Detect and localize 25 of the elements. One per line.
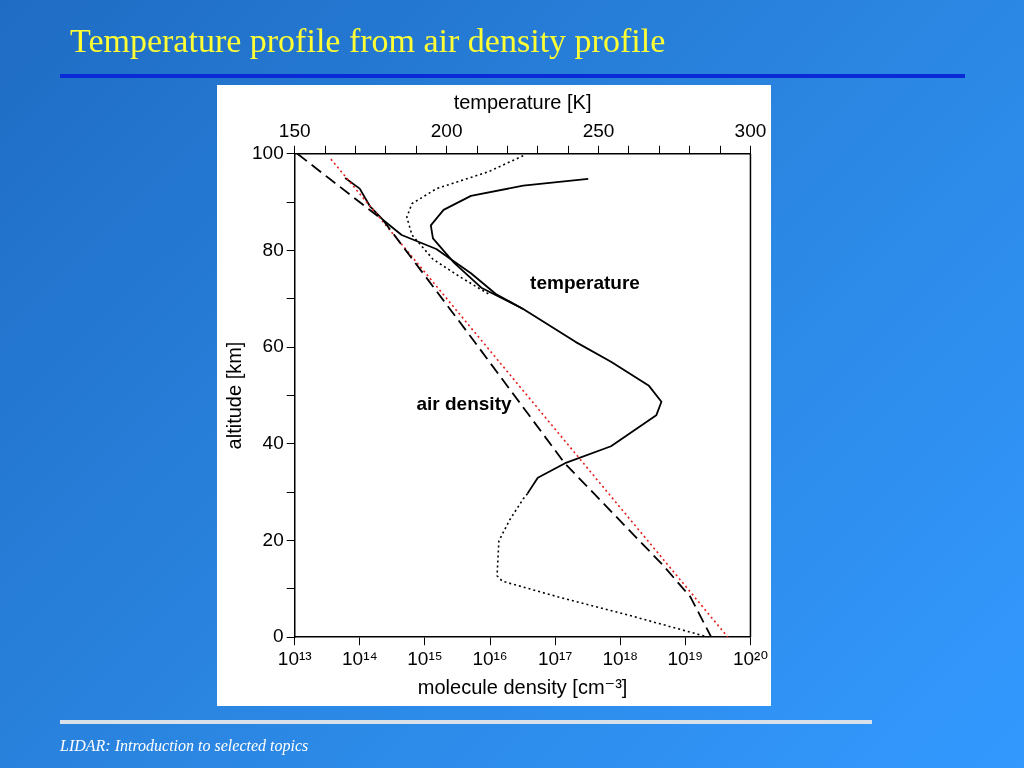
x-tick-label: 10¹⁷	[537, 647, 573, 669]
x-axis-title: molecule density [cm⁻³]	[417, 675, 628, 698]
annotation: temperature	[530, 272, 640, 294]
x2-tick-label: 150	[278, 119, 311, 141]
x-tick-label: 10¹³	[277, 647, 312, 669]
x2-tick-label: 250	[582, 119, 615, 141]
y-tick-label: 60	[262, 335, 284, 357]
x-tick-label: 10¹⁹	[667, 647, 704, 669]
y-tick-label: 80	[262, 238, 284, 260]
x-tick-label: 10²⁰	[732, 647, 768, 669]
y-tick-label: 100	[252, 142, 284, 164]
text: LIDAR: Introduction to selected topics	[60, 737, 309, 755]
x-tick-label: 10¹⁵	[407, 647, 443, 669]
x-tick-label: 10¹⁴	[342, 647, 378, 669]
x2-tick-label: 300	[734, 119, 767, 141]
y-tick-label: 0	[273, 625, 284, 647]
x2-tick-label: 200	[430, 119, 463, 141]
y-tick-label: 20	[262, 528, 284, 550]
annotation: air density	[416, 393, 512, 415]
y-tick-label: 40	[262, 432, 284, 454]
y-axis-title: altitude [km]	[222, 341, 245, 450]
x2-axis-title: temperature [K]	[453, 90, 592, 113]
x-tick-label: 10¹⁸	[602, 647, 638, 669]
x-tick-label: 10¹⁶	[472, 647, 508, 669]
chart-title: Temperature profile from air density profile	[70, 22, 666, 60]
